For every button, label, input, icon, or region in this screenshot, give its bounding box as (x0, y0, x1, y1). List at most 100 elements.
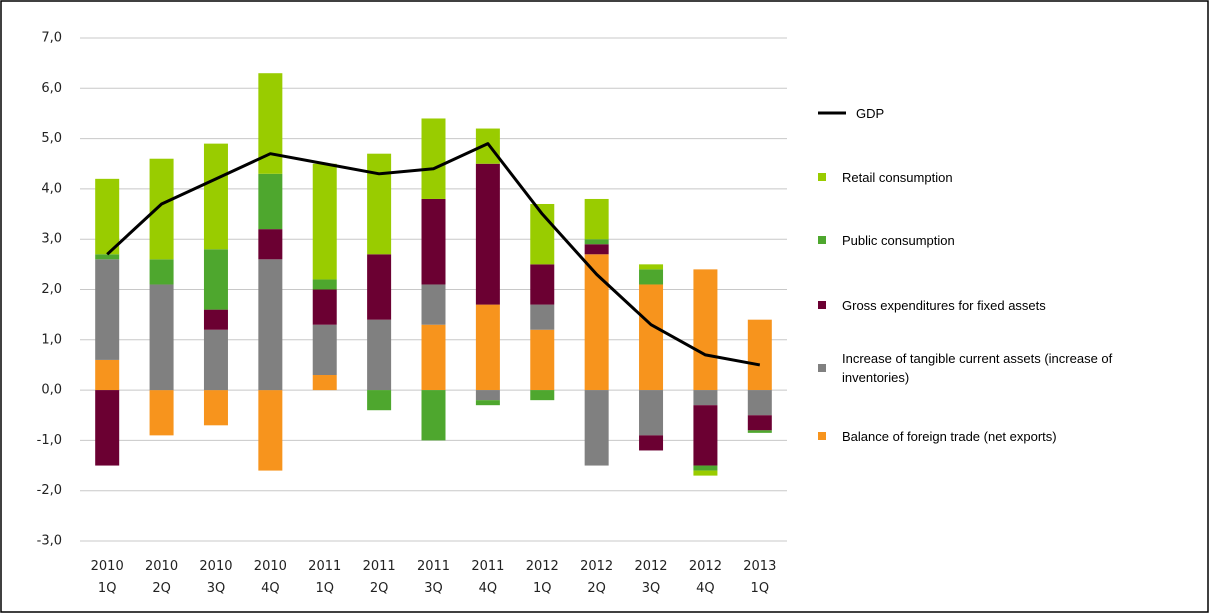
bar-segment (312, 324, 337, 376)
legend-swatch (818, 301, 826, 309)
x-tick-year: 2011 (363, 559, 396, 574)
bar-segment (639, 264, 664, 270)
x-tick-label: 2010 4Q (254, 559, 287, 596)
legend-label: Public consumption (842, 232, 955, 248)
bar-segment (203, 390, 228, 426)
bar-segment (149, 390, 174, 436)
y-tick-label: -3,0 (37, 534, 62, 549)
x-tick-year: 2011 (308, 559, 341, 574)
bar-segment (639, 390, 664, 436)
bar-segment (421, 284, 446, 325)
bar-segment (475, 390, 500, 401)
bar-segment (475, 304, 500, 391)
bar-segment (367, 153, 392, 255)
x-tick-quarter: 3Q (642, 581, 661, 596)
bar-segment (203, 143, 228, 250)
x-tick-year: 2012 (580, 559, 613, 574)
bar-segment (203, 249, 228, 310)
x-tick-quarter: 1Q (533, 581, 552, 596)
y-tick-label: 0,0 (41, 383, 62, 398)
x-tick-label: 2011 2Q (363, 559, 396, 596)
y-tick-label: 1,0 (41, 332, 62, 347)
x-tick-label: 2012 2Q (580, 559, 613, 596)
bar-segment (203, 309, 228, 330)
legend-swatch (818, 236, 826, 244)
x-tick-label: 2011 1Q (308, 559, 341, 596)
x-tick-label: 2010 1Q (91, 559, 124, 596)
bar-segment (530, 264, 555, 305)
x-tick-label: 2011 3Q (417, 559, 450, 596)
legend-swatch (818, 432, 826, 440)
bar-segment (421, 390, 446, 441)
x-tick-label: 2011 4Q (471, 559, 504, 596)
bar-segment (258, 229, 283, 260)
x-tick-year: 2013 (743, 559, 776, 574)
bar-segment (149, 259, 174, 285)
x-tick-label: 2012 4Q (689, 559, 722, 596)
x-tick-year: 2011 (417, 559, 450, 574)
bar-segment (584, 198, 609, 240)
x-tick-label: 2012 1Q (526, 559, 559, 596)
x-tick-label: 2010 2Q (145, 559, 178, 596)
y-tick-label: 4,0 (41, 181, 62, 196)
bar-segment (203, 329, 228, 391)
bar-segment (367, 390, 392, 411)
bar-segment (258, 173, 283, 230)
bar-segment (312, 279, 337, 290)
x-tick-year: 2010 (199, 559, 232, 574)
y-tick-label: 3,0 (41, 232, 62, 247)
bar-segment (475, 400, 500, 406)
legend-label: Retail consumption (842, 169, 953, 185)
bar-segment (530, 390, 555, 401)
bar-segment (149, 158, 174, 260)
bar-segment (747, 390, 772, 416)
bar-segment (584, 244, 609, 255)
bar-segment (747, 430, 772, 433)
bar-segment (95, 178, 120, 255)
bar-segment (367, 319, 392, 391)
x-tick-quarter: 4Q (696, 581, 715, 596)
legend-label: Balance of foreign trade (net exports) (842, 428, 1057, 444)
x-tick-quarter: 2Q (587, 581, 606, 596)
bar-segment (693, 405, 718, 466)
legend-swatch (818, 173, 826, 181)
y-tick-label: -2,0 (37, 483, 62, 498)
bar-segment (367, 254, 392, 320)
bar-segment (584, 239, 609, 245)
bar-segment (693, 269, 718, 391)
bar-segment (584, 254, 609, 391)
x-tick-quarter: 2Q (370, 581, 389, 596)
x-tick-year: 2012 (526, 559, 559, 574)
bar-segment (421, 324, 446, 391)
bar-segment (95, 259, 120, 360)
x-tick-quarter: 2Q (152, 581, 171, 596)
bar-segment (312, 289, 337, 325)
x-tick-label: 2010 3Q (199, 559, 232, 596)
bar-segment (258, 390, 283, 471)
gdp-line (106, 142, 761, 367)
x-tick-year: 2012 (689, 559, 722, 574)
bar-segment (312, 163, 337, 280)
x-tick-quarter: 1Q (751, 581, 770, 596)
bar-segment (421, 198, 446, 285)
legend-label: Increase of tangible current assets (inc… (842, 351, 1113, 385)
x-tick-quarter: 4Q (261, 581, 280, 596)
y-tick-label: 7,0 (41, 31, 62, 46)
bar-segment (693, 390, 718, 406)
bar-segment (693, 465, 718, 471)
bar-segment (530, 304, 555, 330)
bar-segment (421, 118, 446, 199)
x-tick-quarter: 1Q (315, 581, 334, 596)
x-tick-quarter: 3Q (207, 581, 226, 596)
x-tick-year: 2012 (634, 559, 667, 574)
bar-segment (639, 284, 664, 391)
bar-segment (639, 269, 664, 285)
y-tick-label: -1,0 (37, 433, 62, 448)
y-tick-label: 6,0 (41, 81, 62, 96)
x-tick-quarter: 1Q (98, 581, 117, 596)
x-tick-label: 2013 1Q (743, 559, 776, 596)
legend-label: Gross expenditures for fixed assets (842, 297, 1046, 313)
bar-segment (95, 359, 120, 391)
